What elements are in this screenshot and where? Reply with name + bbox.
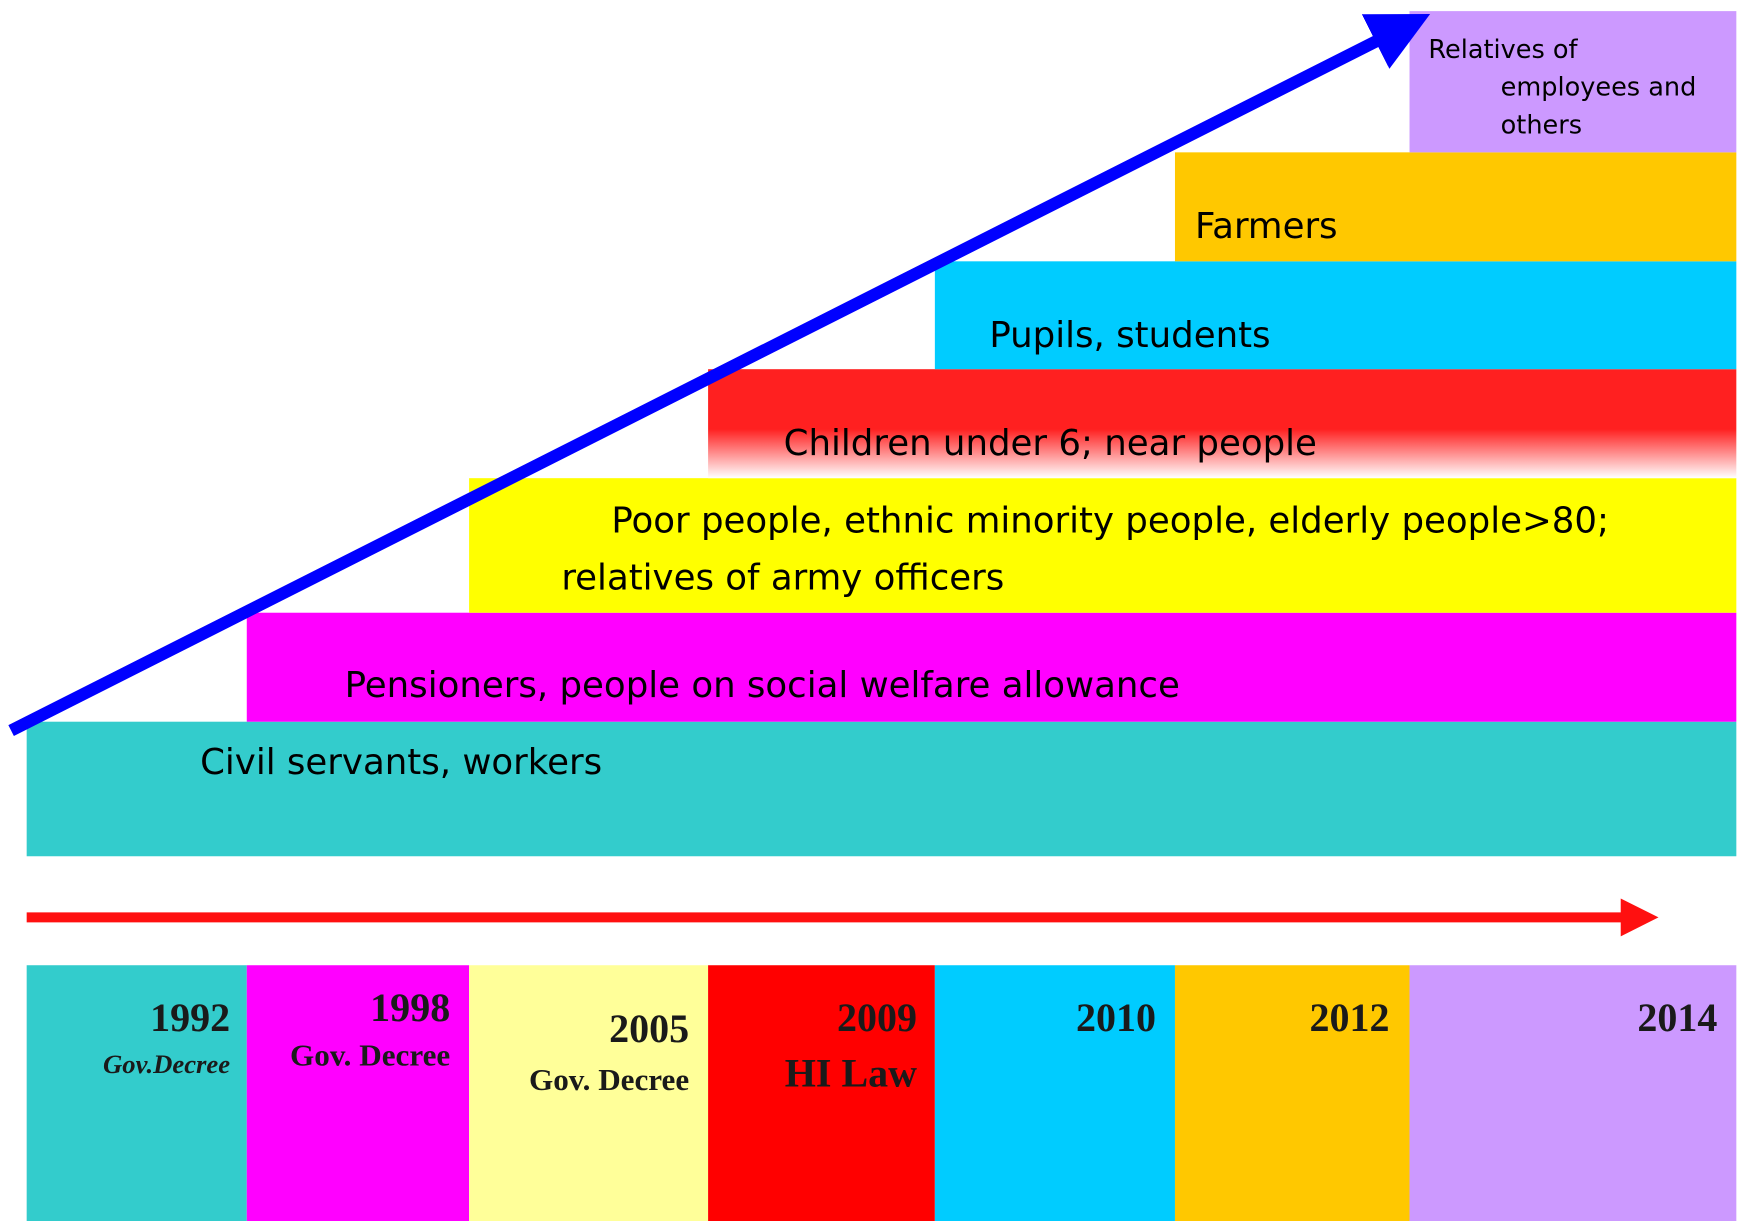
layer-block	[469, 478, 1737, 613]
time-arrow	[26, 898, 1659, 937]
timeline-cell	[469, 965, 709, 1221]
timeline-cell	[1174, 965, 1410, 1221]
layer-block	[246, 612, 1737, 722]
timeline-cell	[1409, 965, 1737, 1221]
growth-arrow	[8, 14, 1431, 737]
timeline-cell	[708, 965, 935, 1221]
layer-label: Farmers	[1195, 206, 1338, 247]
layer-label: Pupils, students	[989, 315, 1270, 356]
decree: Gov.Decree	[103, 1049, 230, 1079]
layer-label: Poor people, ethnic minority people, eld…	[611, 501, 1609, 542]
layer-label: employees and	[1501, 73, 1697, 103]
timeline: 1992 Gov.Decree 1998 Gov. Decree 2005 Go…	[26, 965, 1737, 1221]
timeline-cell	[246, 965, 470, 1221]
layer-label: Civil servants, workers	[200, 742, 602, 783]
layer-block	[26, 721, 1737, 857]
decree: HI Law	[785, 1050, 917, 1095]
layer-label: relatives of army officers	[561, 557, 1004, 598]
year: 2005	[609, 1006, 689, 1051]
timeline-cell	[26, 965, 247, 1221]
layer-label: others	[1501, 110, 1582, 140]
layer-label: Pensioners, people on social welfare all…	[345, 665, 1180, 706]
layers: Civil servants, workers Pensioners, peop…	[26, 11, 1737, 857]
decree: Gov. Decree	[529, 1062, 689, 1097]
layer-block	[1409, 11, 1737, 153]
year: 1992	[150, 995, 230, 1040]
decree: Gov. Decree	[290, 1037, 450, 1072]
year: 2014	[1637, 995, 1717, 1040]
year: 1998	[370, 985, 450, 1030]
year: 2012	[1309, 995, 1389, 1040]
year: 2009	[837, 995, 917, 1040]
timeline-cell	[934, 965, 1175, 1221]
layer-label: Relatives of	[1428, 35, 1578, 65]
layer-block	[934, 261, 1737, 370]
layer-label: Children under 6; near people	[784, 423, 1317, 464]
year: 2010	[1076, 995, 1156, 1040]
layer-block	[1174, 152, 1737, 262]
layer-block	[708, 369, 1737, 479]
